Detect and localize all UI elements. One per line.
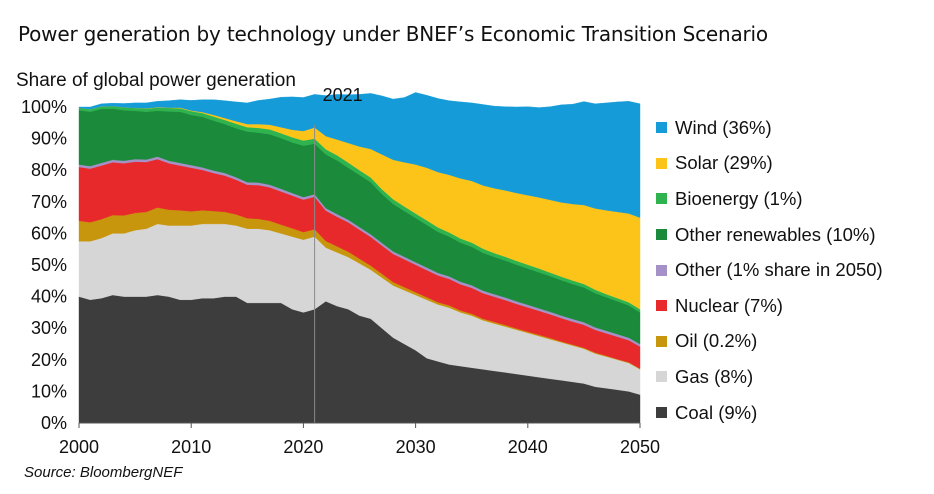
legend-item: Coal (9%)	[656, 395, 883, 431]
y-tick-label: 0%	[41, 413, 67, 433]
legend-item: Bioenergy (1%)	[656, 181, 883, 217]
legend-swatch	[656, 335, 667, 347]
legend-item: Other (1% share in 2050)	[656, 252, 883, 288]
x-tick-label: 2030	[396, 437, 436, 457]
legend-label: Solar (29%)	[675, 152, 773, 174]
x-tick-label: 2010	[171, 437, 211, 457]
y-tick-label: 80%	[31, 160, 67, 180]
legend-label: Oil (0.2%)	[675, 330, 758, 352]
x-tick-label: 2000	[59, 437, 99, 457]
legend-label: Nuclear (7%)	[675, 294, 783, 316]
legend-item: Wind (36%)	[656, 110, 883, 146]
legend-swatch	[656, 407, 667, 419]
legend-swatch	[656, 264, 667, 276]
area-8	[78, 92, 641, 218]
legend-swatch	[656, 300, 667, 312]
x-tick-label: 2050	[620, 437, 660, 457]
legend-item: Gas (8%)	[656, 359, 883, 395]
legend-swatch	[656, 122, 667, 134]
x-tick-label: 2020	[283, 437, 323, 457]
y-axis-label: Share of global power generation	[16, 70, 296, 91]
y-tick-label: 30%	[31, 318, 67, 338]
legend-label: Gas (8%)	[675, 365, 754, 387]
y-tick-label: 60%	[31, 223, 67, 243]
y-tick-label: 50%	[31, 255, 67, 275]
chart-title: Power generation by technology under BNE…	[18, 22, 768, 46]
y-tick-label: 70%	[31, 192, 67, 212]
area-series-group	[78, 92, 641, 424]
legend-item: Oil (0.2%)	[656, 324, 883, 360]
legend-item: Other renewables (10%)	[656, 217, 883, 253]
y-tick-label: 90%	[31, 129, 67, 149]
y-tick-label: 20%	[31, 350, 67, 370]
x-tick-label: 2040	[508, 437, 548, 457]
legend-swatch	[656, 371, 667, 383]
legend-label: Coal (9%)	[675, 401, 758, 423]
chart-legend: Wind (36%) Solar (29%) Bioenergy (1%) Other…	[656, 110, 883, 430]
legend-label: Other (1% share in 2050)	[675, 259, 883, 281]
legend-swatch	[656, 157, 667, 169]
legend-label: Bioenergy (1%)	[675, 187, 803, 209]
legend-swatch	[656, 193, 667, 205]
axes-group: 2021 0% 10% 20% 30% 40% 50% 60% 70% 80% 90% 100% 200…	[21, 85, 660, 457]
source-note: Source: BloombergNEF	[24, 464, 183, 481]
legend-label: Wind (36%)	[675, 116, 772, 138]
legend-item: Nuclear (7%)	[656, 288, 883, 324]
y-tick-label: 40%	[31, 287, 67, 307]
legend-item: Solar (29%)	[656, 146, 883, 182]
legend-label: Other renewables (10%)	[675, 223, 876, 245]
legend-swatch	[656, 229, 667, 241]
annotation-label: 2021	[323, 85, 363, 105]
y-tick-label: 100%	[21, 97, 67, 117]
y-tick-label: 10%	[31, 381, 67, 401]
